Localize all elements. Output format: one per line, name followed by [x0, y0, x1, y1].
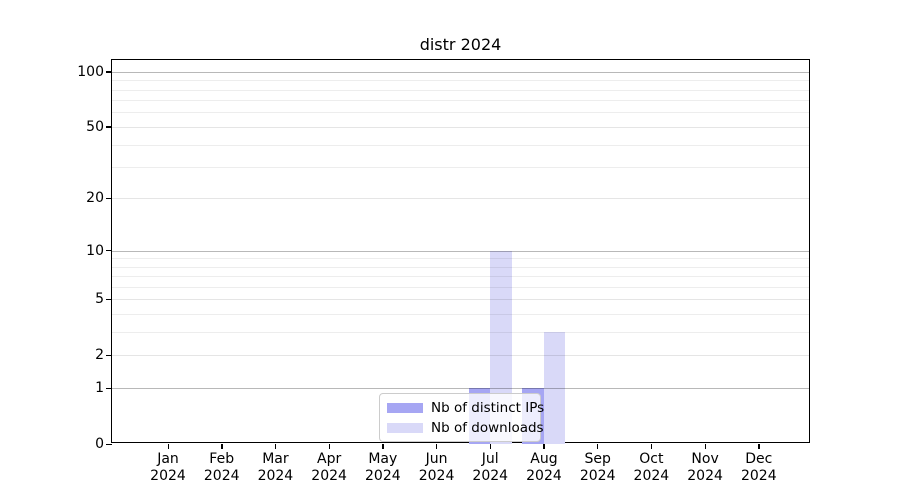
x-tick-year: 2024 — [633, 468, 670, 484]
y-tick-1 — [106, 387, 112, 389]
y-tick-label-10: 10 — [86, 242, 104, 259]
y-tick-label-1: 1 — [95, 380, 104, 397]
x-tick-label-sep: Sep 2024 — [566, 451, 630, 485]
legend-label-downloads: Nb of downloads — [431, 419, 544, 436]
x-tick-label-jan: Jan 2024 — [136, 451, 200, 485]
x-tick-year: 2024 — [526, 468, 562, 484]
x-tick-month: Jan — [157, 451, 179, 467]
x-tick-jul — [489, 444, 492, 449]
y-tick-label-2: 2 — [95, 347, 104, 364]
y-gridline-minor — [112, 314, 809, 316]
x-tick-dec — [758, 444, 760, 449]
x-tick-label-dec: Dec 2024 — [727, 451, 791, 485]
x-tick-year: 2024 — [311, 468, 347, 484]
y-tick-label-100: 100 — [77, 63, 104, 80]
y-gridline-100 — [112, 71, 809, 73]
legend-swatch-downloads — [387, 422, 423, 433]
y-tick-20 — [106, 197, 112, 200]
y-gridline-minor — [112, 258, 809, 260]
x-tick-year: 2024 — [687, 468, 723, 484]
y-tick-100 — [106, 71, 112, 73]
x-tick-year: 2024 — [579, 468, 616, 484]
x-tick-apr — [328, 444, 330, 449]
legend-label-distinct-ips: Nb of distinct IPs — [431, 399, 545, 416]
y-tick-label-50: 50 — [86, 118, 104, 135]
y-tick-2 — [106, 354, 112, 357]
y-gridline-minor — [112, 100, 809, 102]
x-tick-label-jun: Jun 2024 — [405, 451, 469, 485]
x-tick-year: 2024 — [740, 468, 777, 484]
y-gridline-minor — [112, 112, 809, 114]
x-tick-month: Nov — [691, 451, 719, 467]
y-tick-10 — [106, 250, 112, 252]
x-tick-month: Feb — [209, 451, 235, 467]
legend: Nb of distinct IPs Nb of downloads — [379, 393, 544, 442]
bar-downloads-aug — [543, 332, 566, 444]
x-tick-sep — [597, 444, 599, 449]
x-tick-year: 2024 — [418, 468, 455, 484]
legend-item-distinct-ips: Nb of distinct IPs — [387, 399, 544, 416]
x-tick-month: Jul — [481, 451, 499, 467]
x-tick-label-nov: Nov 2024 — [673, 451, 737, 485]
y-gridline-minor — [112, 167, 809, 169]
x-tick-year: 2024 — [365, 468, 401, 484]
y-tick-50 — [106, 126, 112, 128]
x-tick-oct — [650, 444, 653, 449]
y-gridline-minor — [112, 332, 809, 334]
y-tick-label-0: 0 — [95, 436, 104, 452]
y-tick-label-20: 20 — [86, 190, 104, 207]
x-tick-jan — [167, 444, 169, 449]
x-tick-month: Oct — [639, 451, 664, 467]
x-tick-month: Apr — [317, 451, 342, 467]
y-gridline-minor — [112, 144, 809, 146]
x-tick-mar — [274, 444, 277, 449]
x-tick-label-jul: Jul 2024 — [458, 451, 522, 485]
legend-item-downloads: Nb of downloads — [387, 419, 544, 436]
y-gridline-minor — [112, 276, 809, 278]
y-gridline-20 — [112, 198, 809, 200]
y-gridline-minor — [112, 80, 809, 82]
x-tick-label-oct: Oct 2024 — [619, 451, 683, 485]
x-tick-month: Sep — [584, 451, 611, 467]
x-tick-year: 2024 — [203, 468, 240, 484]
chart-title: distr 2024 — [419, 35, 502, 54]
x-tick-nov — [704, 444, 706, 449]
x-tick-year: 2024 — [472, 468, 509, 484]
y-gridline-minor — [112, 287, 809, 289]
x-tick-year: 2024 — [257, 468, 294, 484]
x-tick-aug — [543, 444, 545, 449]
y-gridline-minor — [112, 266, 809, 268]
y-gridline-5 — [112, 299, 809, 301]
y-gridline-minor — [112, 89, 809, 91]
x-tick-label-apr: Apr 2024 — [297, 451, 361, 485]
x-tick-month: May — [368, 451, 398, 467]
x-tick-month: Dec — [745, 451, 773, 467]
y-tick-5 — [106, 298, 112, 301]
x-tick-label-feb: Feb 2024 — [190, 451, 254, 485]
y-gridline-2 — [112, 355, 809, 357]
y-gridline-10 — [112, 250, 809, 252]
x-tick-jun — [436, 444, 438, 449]
y-gridline-1 — [112, 388, 809, 390]
x-tick-may — [382, 444, 384, 449]
y-tick-label-5: 5 — [95, 291, 104, 308]
x-tick-month: Aug — [530, 451, 558, 467]
x-tick-label-may: May 2024 — [351, 451, 415, 485]
x-tick-year: 2024 — [150, 468, 186, 484]
y-tick-0 — [106, 443, 112, 445]
x-tick-label-aug: Aug 2024 — [512, 451, 576, 485]
x-tick-month: Mar — [262, 451, 289, 467]
x-tick-month: Jun — [425, 451, 448, 467]
y-gridline-50 — [112, 126, 809, 128]
legend-swatch-distinct-ips — [387, 402, 423, 413]
x-tick-feb — [221, 444, 223, 449]
plot-area: Nb of distinct IPs Nb of downloads 0 1 2 5 1… — [77, 59, 810, 484]
x-tick-label-mar: Mar 2024 — [243, 451, 307, 485]
